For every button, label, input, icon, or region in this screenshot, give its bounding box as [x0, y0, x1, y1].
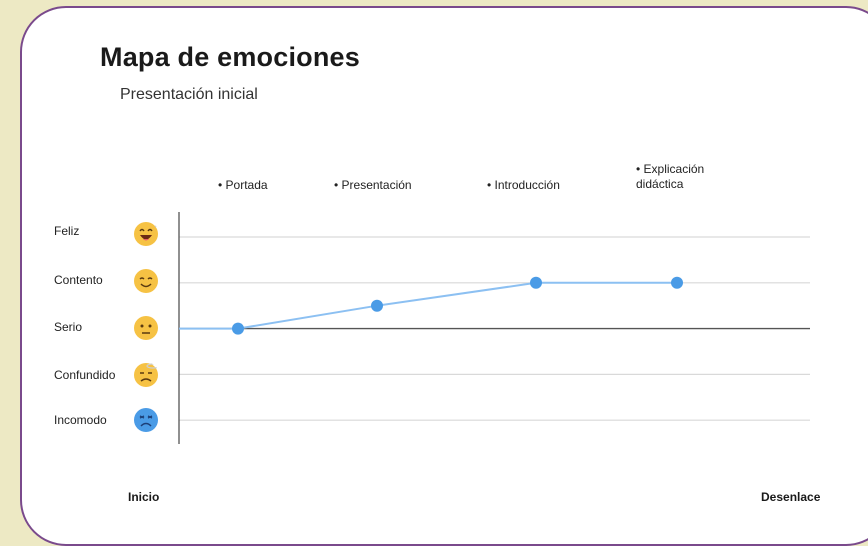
stage-label-portada: • Portada: [218, 178, 268, 192]
page-subtitle: Presentación inicial: [120, 86, 258, 103]
y-label-serio: Serio: [54, 320, 83, 334]
emotion-series-line: [179, 281, 677, 330]
stage-label-presentacion: • Presentación: [334, 178, 412, 192]
stage-label-introduccion: • Introducción: [487, 178, 560, 192]
data-point-4: [671, 276, 683, 289]
y-label-contento: Contento: [54, 273, 103, 287]
laughing-face-icon: [134, 222, 159, 246]
neutral-face-icon: [134, 316, 158, 340]
stage-label-explicacion: • Explicación didáctica: [636, 162, 705, 191]
dizzy-face-icon: [134, 363, 159, 387]
smiling-face-icon: [134, 269, 158, 293]
data-point-1: [232, 322, 244, 335]
y-label-confundido: Confundido: [54, 368, 116, 382]
y-label-incomodo: Incomodo: [54, 413, 107, 427]
data-point-2: [371, 299, 383, 312]
slide-card: [20, 6, 868, 546]
sad-face-icon: [134, 408, 158, 432]
page-title: Mapa de emociones: [100, 42, 360, 72]
x-start-label: Inicio: [128, 490, 160, 504]
data-point-3: [530, 276, 542, 289]
x-end-label: Desenlace: [761, 490, 821, 504]
y-label-feliz: Feliz: [54, 224, 80, 238]
